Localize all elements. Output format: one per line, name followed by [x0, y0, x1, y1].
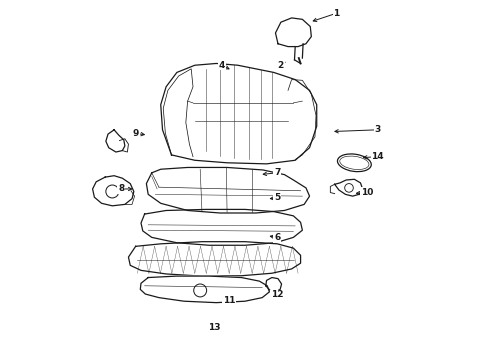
Text: 11: 11: [222, 296, 235, 305]
Text: 3: 3: [374, 125, 381, 134]
Text: 13: 13: [208, 323, 221, 332]
Text: 5: 5: [274, 193, 280, 202]
Text: 14: 14: [371, 152, 384, 161]
Text: 9: 9: [132, 129, 139, 138]
Circle shape: [194, 284, 207, 297]
Text: 4: 4: [219, 61, 225, 70]
Polygon shape: [266, 278, 282, 292]
Polygon shape: [161, 63, 317, 164]
Polygon shape: [140, 276, 270, 303]
Text: 2: 2: [278, 61, 284, 70]
Circle shape: [344, 184, 353, 192]
Text: 8: 8: [118, 184, 124, 193]
Text: 12: 12: [271, 290, 284, 299]
Polygon shape: [106, 130, 125, 152]
Polygon shape: [147, 167, 310, 213]
Circle shape: [106, 185, 119, 198]
Text: 6: 6: [274, 233, 280, 242]
Text: 10: 10: [361, 188, 373, 197]
Ellipse shape: [340, 156, 369, 170]
Polygon shape: [275, 18, 311, 46]
Polygon shape: [93, 176, 134, 206]
Text: 1: 1: [333, 9, 340, 18]
Text: 7: 7: [274, 168, 280, 177]
Polygon shape: [128, 242, 300, 276]
Ellipse shape: [338, 154, 371, 172]
Polygon shape: [141, 210, 302, 245]
Polygon shape: [335, 179, 363, 196]
